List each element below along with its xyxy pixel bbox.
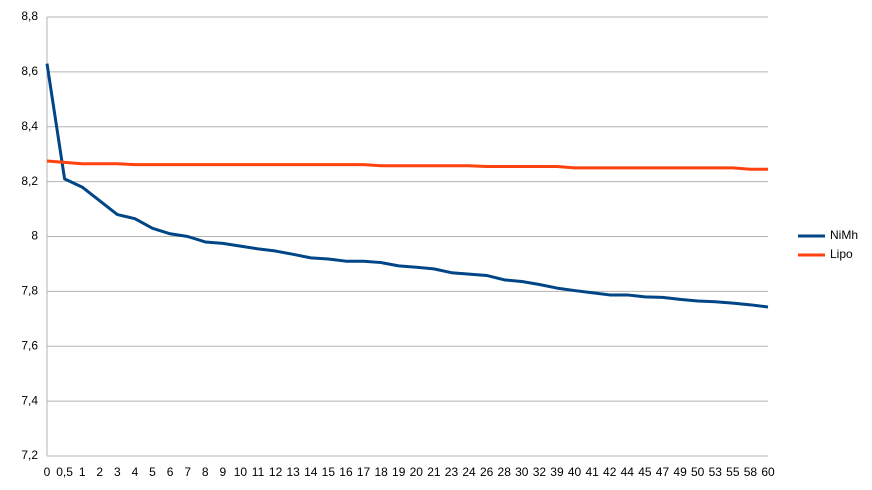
- x-tick-label: 21: [427, 465, 441, 479]
- x-tick-label: 17: [357, 465, 371, 479]
- x-tick-label: 20: [410, 465, 424, 479]
- y-tick-label: 8,2: [21, 174, 38, 188]
- x-tick-label: 50: [691, 465, 705, 479]
- x-tick-label: 41: [585, 465, 599, 479]
- x-tick-label: 16: [339, 465, 353, 479]
- x-tick-label: 47: [656, 465, 670, 479]
- line-series: [46, 159, 768, 171]
- x-tick-label: 26: [480, 465, 494, 479]
- x-tick-label: 28: [498, 465, 512, 479]
- x-tick-label: 14: [304, 465, 318, 479]
- y-tick-label: 7,8: [21, 284, 38, 298]
- x-tick-label: 39: [550, 465, 564, 479]
- y-tick-label: 7,2: [21, 448, 38, 462]
- x-tick-label: 11: [252, 465, 265, 479]
- y-tick-label: 8,4: [21, 119, 38, 133]
- x-tick-label: 8: [202, 465, 209, 479]
- y-tick-label: 7,4: [21, 393, 38, 407]
- x-tick-label: 30: [515, 465, 529, 479]
- x-tick-label: 19: [392, 465, 406, 479]
- x-tick-label: 44: [621, 465, 635, 479]
- x-tick-label: 9: [220, 465, 227, 479]
- x-tick-label: 1: [79, 465, 86, 479]
- legend-label: NiMh: [830, 228, 858, 242]
- x-tick-label: 0: [44, 465, 51, 479]
- x-tick-label: 2: [96, 465, 103, 479]
- y-tick-label: 7,6: [21, 338, 38, 352]
- legend-label: Lipo: [830, 247, 853, 261]
- x-tick-label: 18: [374, 465, 388, 479]
- x-tick-label: 32: [533, 465, 547, 479]
- line-series: [45, 63, 769, 309]
- x-tick-label: 5: [149, 465, 156, 479]
- x-tick-label: 45: [638, 465, 652, 479]
- x-tick-label: 0,5: [56, 465, 73, 479]
- x-tick-label: 7: [184, 465, 191, 479]
- x-tick-label: 49: [673, 465, 687, 479]
- x-tick-label: 42: [603, 465, 617, 479]
- x-tick-label: 3: [114, 465, 121, 479]
- x-tick-label: 15: [322, 465, 336, 479]
- x-tick-label: 12: [269, 465, 283, 479]
- x-tick-label: 60: [761, 465, 775, 479]
- x-tick-label: 24: [462, 465, 476, 479]
- y-tick-label: 8,8: [21, 9, 38, 23]
- y-tick-label: 8: [31, 229, 38, 243]
- x-tick-label: 13: [287, 465, 301, 479]
- x-tick-label: 53: [709, 465, 723, 479]
- x-tick-label: 10: [234, 465, 248, 479]
- x-tick-label: 23: [445, 465, 459, 479]
- x-tick-label: 4: [132, 465, 139, 479]
- x-tick-label: 40: [568, 465, 582, 479]
- x-tick-label: 55: [726, 465, 740, 479]
- x-tick-label: 58: [744, 465, 758, 479]
- x-tick-label: 6: [167, 465, 174, 479]
- y-tick-label: 8,6: [21, 64, 38, 78]
